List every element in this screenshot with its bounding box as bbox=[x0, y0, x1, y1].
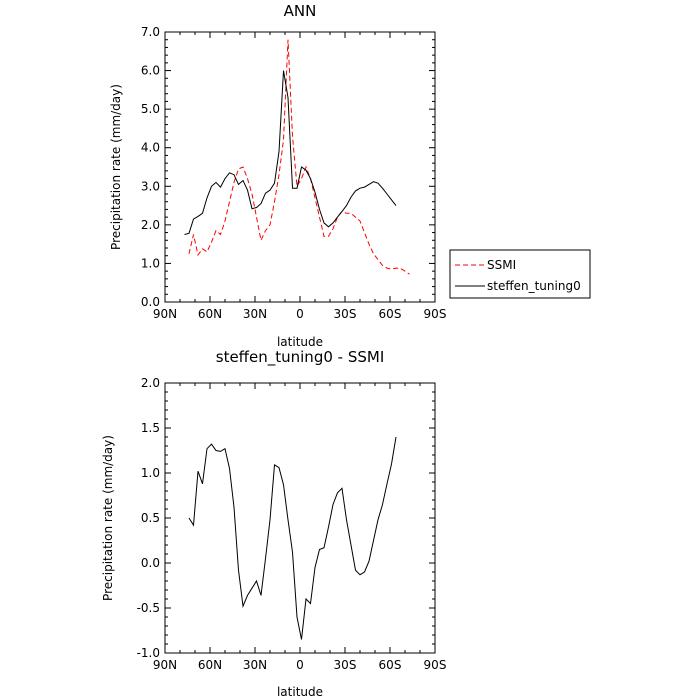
series-line-ssmi bbox=[188, 39, 410, 275]
series-lines bbox=[188, 436, 397, 640]
axis-ticks bbox=[164, 382, 436, 654]
plot-frame bbox=[164, 31, 436, 303]
x-tick-label: 60S bbox=[379, 307, 402, 321]
x-tick-label: 90S bbox=[424, 658, 447, 672]
x-tick-label: 30N bbox=[243, 658, 267, 672]
y-axis-label: Precipitation rate (mm/day) bbox=[109, 84, 123, 250]
y-tick-label: 6.0 bbox=[141, 64, 160, 78]
y-tick-label: 0.0 bbox=[141, 295, 160, 309]
x-tick-label: 90N bbox=[153, 307, 177, 321]
y-tick-label: 3.0 bbox=[141, 179, 160, 193]
y-tick-label: 1.0 bbox=[141, 256, 160, 270]
panel-difference: steffen_tuning0 - SSMI 90N 60N 30N 0 30S 60S 9… bbox=[101, 348, 446, 699]
panel-annual-mean: ANN 90N 60N 30N 0 30S 60S 90S 0.0 1.0 2.0 3.0 4.0 5… bbox=[109, 2, 446, 349]
x-tick-label: 0 bbox=[296, 658, 304, 672]
x-axis-label: latitude bbox=[277, 685, 323, 699]
series-lines bbox=[184, 39, 410, 275]
y-tick-label: 4.0 bbox=[141, 141, 160, 155]
y-tick-label: 5.0 bbox=[141, 102, 160, 116]
y-tick-label: 0.5 bbox=[141, 511, 160, 525]
chart-title: steffen_tuning0 - SSMI bbox=[216, 348, 385, 367]
y-tick-label: 7.0 bbox=[141, 25, 160, 39]
axis-ticks bbox=[164, 31, 436, 303]
legend-label-steffen: steffen_tuning0 bbox=[487, 279, 581, 293]
chart-title: ANN bbox=[284, 2, 317, 20]
y-tick-label: 0.0 bbox=[141, 556, 160, 570]
y-tick-labels: 0.0 1.0 2.0 3.0 4.0 5.0 6.0 7.0 bbox=[141, 25, 160, 309]
plot-frame bbox=[164, 382, 436, 654]
x-tick-labels: 90N 60N 30N 0 30S 60S 90S bbox=[153, 658, 447, 672]
x-axis-label: latitude bbox=[277, 335, 323, 349]
x-tick-label: 60S bbox=[379, 658, 402, 672]
x-tick-label: 30N bbox=[243, 307, 267, 321]
x-tick-label: 60N bbox=[198, 307, 222, 321]
y-tick-label: 2.0 bbox=[141, 376, 160, 390]
y-tick-labels: -1.0 -0.5 0.0 0.5 1.0 1.5 2.0 bbox=[137, 376, 160, 660]
x-tick-labels: 90N 60N 30N 0 30S 60S 90S bbox=[153, 307, 447, 321]
legend-label-ssmi: SSMI bbox=[487, 258, 516, 272]
y-axis-label: Precipitation rate (mm/day) bbox=[101, 435, 115, 601]
x-tick-label: 90N bbox=[153, 658, 177, 672]
legend-box bbox=[449, 249, 591, 299]
y-tick-label: -0.5 bbox=[137, 601, 160, 615]
series-line-steffen-tuning0 bbox=[184, 70, 397, 235]
x-tick-label: 30S bbox=[334, 307, 357, 321]
y-tick-label: 1.5 bbox=[141, 421, 160, 435]
legend: SSMI steffen_tuning0 bbox=[449, 249, 591, 299]
x-tick-label: 0 bbox=[296, 307, 304, 321]
y-tick-label: 2.0 bbox=[141, 218, 160, 232]
x-tick-label: 30S bbox=[334, 658, 357, 672]
x-tick-label: 90S bbox=[424, 307, 447, 321]
y-tick-label: -1.0 bbox=[137, 646, 160, 660]
x-tick-label: 60N bbox=[198, 658, 222, 672]
y-tick-label: 1.0 bbox=[141, 466, 160, 480]
series-line-difference-0 bbox=[188, 436, 397, 640]
